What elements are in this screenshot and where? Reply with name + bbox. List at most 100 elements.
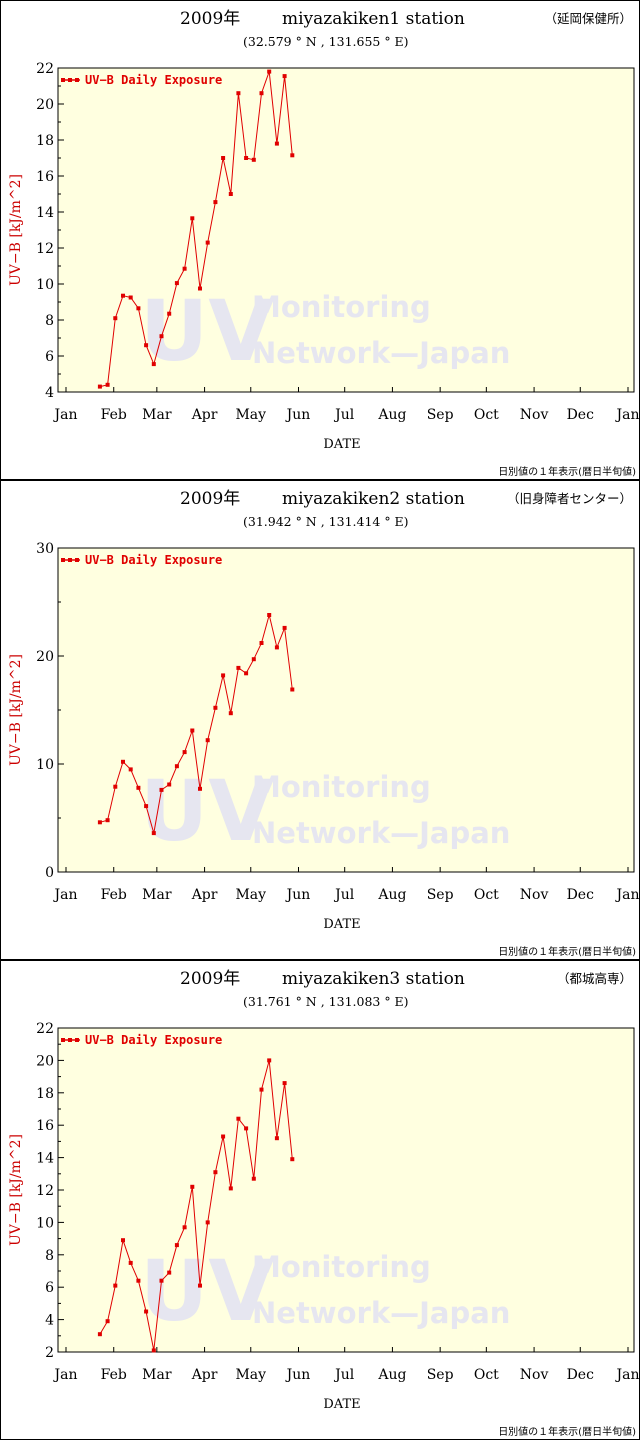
x-tick-label: Aug [377, 887, 406, 903]
y-tick-label: 20 [36, 1053, 54, 1069]
data-point [228, 711, 233, 716]
data-point [236, 1116, 241, 1121]
x-tick-label: Aug [377, 407, 406, 423]
data-point [144, 804, 149, 809]
data-point [105, 1319, 110, 1324]
data-point [228, 1186, 233, 1191]
data-point [213, 200, 218, 205]
data-point [190, 216, 195, 221]
data-point [97, 384, 102, 389]
data-point [121, 293, 125, 298]
data-point [244, 1126, 249, 1131]
chart-station-title: miyazakiken2 station [282, 489, 465, 509]
y-tick-label: 12 [36, 241, 54, 257]
x-tick-label: Apr [191, 407, 218, 423]
data-point [251, 1176, 256, 1181]
data-point [151, 1348, 156, 1353]
chart-footnote: 日別値の１年表示(暦日半旬値) [498, 945, 636, 958]
legend-marker [68, 558, 72, 562]
x-tick-label: Mar [142, 887, 172, 903]
x-tick-label: Jan [615, 887, 640, 903]
plot-area [57, 547, 635, 873]
x-tick-label: Jul [333, 1367, 355, 1383]
data-point [282, 1081, 287, 1086]
y-axis-title: UV−B [kJ/m^2] [8, 654, 24, 766]
data-point [128, 1260, 133, 1265]
data-point [182, 750, 187, 755]
x-tick-label: May [235, 407, 266, 423]
plot-area [57, 67, 635, 393]
data-point [167, 782, 172, 787]
chart-year-title: 2009年 [180, 9, 240, 29]
y-tick-label: 14 [36, 205, 54, 221]
data-point [174, 764, 179, 769]
data-point [290, 153, 295, 158]
watermark-uv: UV [140, 762, 273, 860]
y-tick-label: 18 [36, 1086, 54, 1102]
data-point [274, 645, 279, 650]
y-tick-label: 22 [36, 61, 54, 77]
data-point [128, 767, 133, 772]
x-tick-label: Feb [101, 407, 127, 423]
chart-station-title: miyazakiken3 station [282, 969, 465, 989]
data-point [267, 69, 272, 74]
x-tick-label: Jun [285, 407, 311, 423]
data-point [151, 831, 156, 836]
data-point [221, 156, 226, 160]
x-axis-title: DATE [323, 917, 360, 932]
chart-location-label: （延岡保健所） [544, 11, 632, 26]
data-point [282, 625, 287, 630]
data-point [221, 1134, 226, 1139]
x-tick-label: Dec [567, 887, 595, 903]
data-point [267, 613, 272, 617]
y-tick-label: 30 [36, 541, 54, 557]
data-point [228, 192, 233, 196]
data-point [97, 1332, 102, 1337]
data-point [244, 156, 249, 160]
data-point [213, 705, 218, 710]
data-point [121, 1238, 125, 1243]
data-point [259, 1087, 264, 1092]
x-tick-label: Jan [615, 407, 640, 423]
x-tick-label: Feb [101, 887, 127, 903]
data-point [205, 1220, 210, 1225]
data-point [144, 343, 149, 348]
chart-coordinates: (32.579 ° N , 131.655 ° E) [243, 34, 409, 49]
data-point [121, 759, 125, 764]
data-point [282, 74, 287, 79]
data-point [213, 1170, 218, 1175]
plot-area [57, 1027, 635, 1353]
legend-marker [75, 78, 79, 82]
x-tick-label: Aug [377, 1367, 406, 1383]
series-line [99, 614, 293, 834]
x-tick-label: Jan [53, 407, 78, 423]
data-point [159, 334, 164, 339]
x-tick-label: May [235, 1367, 266, 1383]
watermark-monitoring: Monitoring [252, 290, 431, 324]
legend-marker [68, 1038, 72, 1042]
x-tick-label: Dec [567, 407, 595, 423]
y-tick-label: 16 [36, 1118, 54, 1134]
data-point [105, 818, 110, 823]
y-tick-label: 6 [45, 1280, 54, 1296]
data-point [182, 266, 187, 271]
data-point [236, 665, 241, 670]
data-point [174, 281, 179, 286]
y-tick-label: 12 [36, 1183, 54, 1199]
data-point [221, 673, 226, 678]
x-tick-label: Jun [285, 887, 311, 903]
y-tick-label: 4 [45, 1313, 54, 1329]
y-tick-label: 20 [36, 97, 54, 113]
data-point [159, 787, 164, 792]
data-point [259, 91, 264, 96]
data-point [274, 1136, 279, 1141]
data-point [290, 1157, 295, 1162]
x-tick-label: Jan [615, 1367, 640, 1383]
x-tick-label: Jun [285, 1367, 311, 1383]
data-point [198, 286, 202, 291]
data-point [167, 311, 172, 316]
data-point [267, 1058, 272, 1063]
watermark-monitoring: Monitoring [252, 770, 431, 804]
